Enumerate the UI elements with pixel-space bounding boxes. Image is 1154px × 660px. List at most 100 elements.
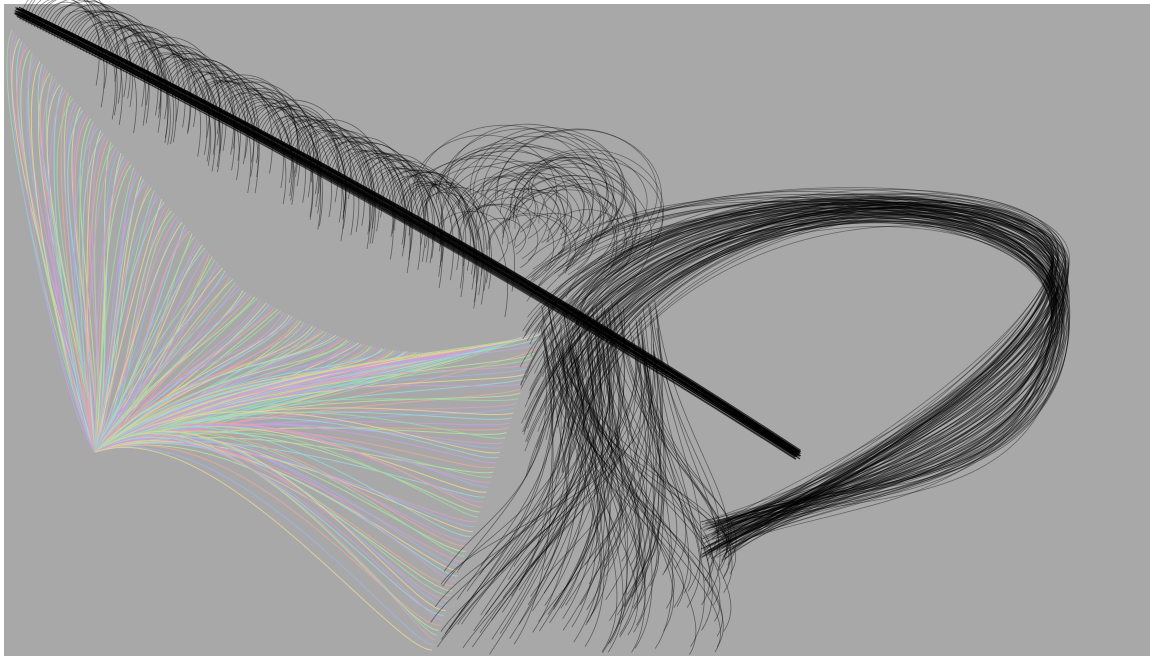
large-loop [529,220,1069,539]
large-loop [577,210,1069,554]
large-loop [556,211,1062,552]
lower-bundle-curve [509,313,594,639]
fan-curve [94,167,135,453]
spiral-arc [447,135,614,256]
lower-bundle-curve [621,332,732,579]
fan-curve [94,196,160,453]
large-loop [526,192,1058,551]
large-loop [537,220,1063,532]
lower-bundle-curve [635,319,673,649]
ridge-arc [146,56,240,181]
fan-curve [94,436,444,616]
lower-bundle-curve [538,309,625,632]
large-loop [525,201,1053,522]
large-loop [566,187,1070,557]
lower-bundle-curve [558,353,692,594]
large-loop [565,210,1068,528]
spiral-arc [475,218,527,255]
lower-bundle-curve [551,309,697,655]
ridge-arc [175,70,252,193]
lower-bundle-curve [561,356,675,609]
lower-bundle-curve [532,311,584,633]
spiral-arc [502,175,641,275]
spiral-arc [509,157,637,249]
lower-bundle-curve [549,343,613,624]
fan-curve [73,127,99,453]
lower-bundle-curve [609,347,648,621]
spiral-arc [445,123,608,241]
lower-bundle-curve [531,336,637,568]
lower-bundle-curve [644,354,732,561]
fan-curve [94,247,206,453]
large-loop [522,193,1059,559]
large-loop [561,211,1063,527]
lower-bundle-curve [623,352,654,607]
fan-curve [94,158,127,453]
ridge-arc [218,92,313,217]
spiral-arc [516,189,573,231]
large-loop [534,202,1053,558]
large-loop [551,216,1070,535]
ridge-arc [411,183,488,291]
large-loop [528,220,1067,547]
lower-bundle-curve [527,330,570,606]
large-loop [527,201,1054,543]
lower-bundle-curve [449,344,555,630]
large-loop [534,203,1054,545]
lower-bundle-curve [606,346,732,632]
large-loop [569,215,1064,549]
large-loop [556,204,1054,553]
large-loop [552,201,1066,546]
large-loop [526,221,1058,559]
large-loop [578,214,1054,555]
lower-bundle-curve [462,316,643,649]
lower-bundle-curve [638,334,664,603]
lower-bundle-curve [604,311,728,571]
ridge-arc [22,0,118,82]
fan-curve [94,377,526,453]
spiral-arc [480,175,534,215]
ridge-arc [344,153,443,268]
large-loop [545,209,1063,534]
spiral-arc [394,157,568,283]
large-loop [529,212,1054,559]
lower-bundle-curve [592,356,623,562]
large-loop [525,203,1066,534]
fan-curve [94,397,519,453]
spiral-arc [488,214,571,274]
fan-curve [94,150,120,453]
lower-bundle-curve [518,315,601,625]
lower-bundle-curve [549,342,721,653]
diagonal-ribbon-curve [20,10,800,455]
diagonal-ribbon-curve [16,7,799,452]
large-loop [527,220,1058,536]
lower-bundle-curve [440,351,656,585]
ridge-arc [203,78,293,184]
large-loop [538,200,1068,525]
ridge-arc [143,53,221,173]
lower-bundle-curve [553,336,619,607]
large-loop [570,207,1064,555]
lower-bundle-curve [579,345,721,606]
large-loop [566,207,1057,543]
large-loop [564,211,1070,554]
lower-bundle-curve [588,346,623,568]
lower-bundle-curve [518,307,613,591]
fan-curve [94,287,241,453]
lower-bundle-curve [587,321,637,562]
ridge-arc [310,138,394,260]
lower-bundle-curve [501,347,646,573]
lower-bundle-curve [600,348,713,582]
large-loop [538,189,1066,538]
ridge-arc [284,125,371,249]
large-loop [520,215,1069,532]
lower-bundle-curve [614,340,653,649]
fan-curve [94,411,506,453]
lower-bundle-curve [586,347,611,611]
lower-bundle-curve [501,337,562,613]
lower-bundle-curve [616,354,661,616]
lower-bundle-curve [591,306,646,653]
ridge-arc [91,27,177,143]
diagonal-ribbon-curve [20,10,797,455]
